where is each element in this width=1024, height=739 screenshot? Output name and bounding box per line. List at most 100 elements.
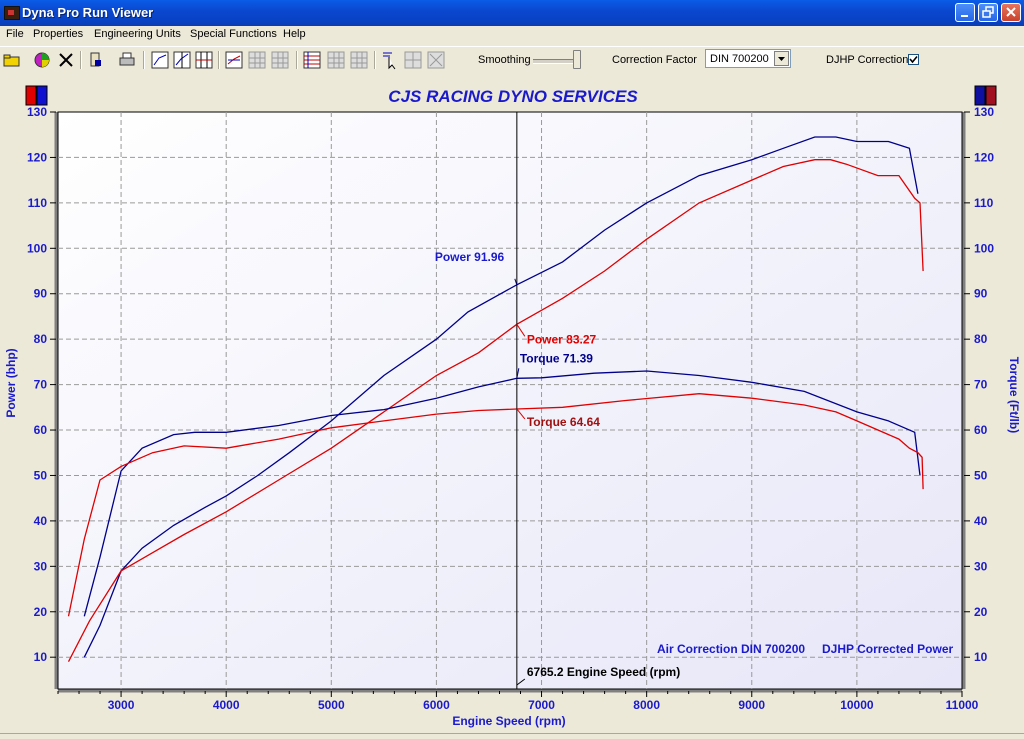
smoothing-slider-track[interactable] (533, 59, 577, 64)
graph-view-1-icon[interactable] (150, 50, 170, 70)
djhp-correction-checkbox[interactable] (908, 54, 919, 65)
menu-bar: File Properties Engineering Units Specia… (0, 26, 1024, 45)
y-right-tick-label: 60 (974, 423, 988, 437)
x-tick-label: 7000 (528, 698, 555, 712)
zoom-grid-icon[interactable] (403, 50, 423, 70)
x-tick-label: 5000 (318, 698, 345, 712)
clipboard-icon[interactable] (86, 50, 106, 70)
menu-file[interactable]: File (6, 28, 24, 40)
y-right-tick-label: 50 (974, 468, 988, 482)
smoothing-label: Smoothing (478, 54, 531, 66)
close-button[interactable] (1001, 3, 1021, 22)
toolbar: Smoothing Correction Factor DJHP Correct… (0, 46, 1024, 76)
restore-icon (982, 6, 994, 18)
menu-special-functions[interactable]: Special Functions (190, 28, 277, 40)
checkmark-icon (909, 55, 918, 64)
menu-properties[interactable]: Properties (33, 28, 84, 40)
series-line-blue_torque (83, 370, 921, 617)
correction-factor-label: Correction Factor (612, 54, 697, 66)
series-line-blue_power (83, 136, 919, 658)
legend-swatch-blue (36, 85, 48, 106)
menu-engineering-units[interactable]: Engineering Units (94, 28, 181, 40)
annotation-blue_power: Power 91.96 (435, 250, 505, 264)
y-right-tick-label: 30 (974, 559, 988, 573)
y-axis-left-label: Power (bhp) (4, 348, 18, 417)
x-tick-label: 6000 (423, 698, 450, 712)
annotation-leader-blue_power (514, 278, 518, 285)
annotation-leader-red_power (516, 324, 526, 337)
graph-view-5-icon[interactable] (247, 50, 267, 70)
legend-swatch-red-right (985, 85, 997, 106)
x-tick-label: 3000 (108, 698, 135, 712)
graph-view-6-icon[interactable] (270, 50, 290, 70)
window-title: Dyna Pro Run Viewer (22, 5, 154, 20)
y-right-tick-label: 130 (974, 105, 994, 119)
y-left-tick-label: 110 (28, 196, 48, 210)
y-right-tick-label: 80 (974, 332, 988, 346)
y-right-tick-label: 100 (974, 241, 994, 255)
y-axis-right-label: Torque (Ft/lb) (1007, 357, 1021, 433)
y-left-tick-label: 100 (27, 241, 47, 255)
menu-help[interactable]: Help (283, 28, 306, 40)
print-icon[interactable] (117, 50, 137, 70)
x-tick-label: 8000 (633, 698, 660, 712)
smoothing-slider-thumb[interactable] (573, 50, 581, 69)
cursor-readout-leader (516, 678, 526, 686)
annotation-red_power: Power 83.27 (527, 332, 597, 346)
open-file-icon[interactable] (2, 50, 22, 70)
restore-button[interactable] (978, 3, 998, 22)
cursor-readout: 6765.2 Engine Speed (rpm) (527, 665, 680, 679)
toolbar-separator (296, 51, 298, 69)
y-right-tick-label: 70 (974, 378, 988, 392)
y-left-tick-label: 90 (34, 287, 48, 301)
zoom-extents-icon[interactable] (426, 50, 446, 70)
toolbar-separator (374, 51, 376, 69)
y-left-tick-label: 120 (27, 150, 47, 164)
y-right-tick-label: 90 (974, 287, 988, 301)
djhp-correction-label: DJHP Correction (826, 54, 909, 66)
y-left-tick-label: 70 (34, 378, 48, 392)
dyno-chart[interactable]: CJS RACING DYNO SERVICES 3000 4000 5000 600… (0, 75, 1024, 733)
graph-view-9-icon[interactable] (349, 50, 369, 70)
chevron-down-icon (778, 57, 785, 61)
graph-view-2-icon[interactable] (172, 50, 192, 70)
close-icon (1006, 7, 1016, 17)
cursor-value-icon[interactable] (380, 50, 400, 70)
series-line-red_power (67, 159, 924, 662)
y-right-tick-label: 20 (974, 605, 988, 619)
x-tick-label: 9000 (738, 698, 765, 712)
y-right-tick-label: 40 (974, 514, 988, 528)
plot-area-background (57, 111, 963, 690)
status-bar (0, 733, 1024, 739)
y-right-tick-label: 10 (974, 650, 988, 664)
graph-view-8-icon[interactable] (326, 50, 346, 70)
djhp-corrected-note: DJHP Corrected Power (822, 642, 953, 656)
delete-icon[interactable] (56, 50, 76, 70)
y-left-tick-label: 20 (34, 605, 48, 619)
graph-view-7-icon[interactable] (302, 50, 322, 70)
annotation-leader-red_torque (516, 408, 526, 420)
title-bar: Dyna Pro Run Viewer (0, 0, 1024, 26)
graph-view-4-icon[interactable] (224, 50, 244, 70)
correction-factor-value: DIN 700200 (710, 53, 769, 65)
x-axis-label: Engine Speed (rpm) (452, 714, 565, 728)
minimize-button[interactable] (955, 3, 975, 22)
annotation-leader-blue_torque (516, 368, 520, 379)
x-tick-label: 10000 (840, 698, 874, 712)
toolbar-separator (80, 51, 82, 69)
color-wheel-icon[interactable] (32, 50, 52, 70)
dropdown-button[interactable] (774, 51, 789, 66)
minimize-icon (961, 15, 968, 17)
toolbar-separator (143, 51, 145, 69)
y-left-tick-label: 80 (34, 332, 48, 346)
y-right-tick-label: 120 (974, 150, 994, 164)
chart-title: CJS RACING DYNO SERVICES (388, 87, 638, 106)
legend-swatch-red (25, 85, 37, 106)
correction-factor-select[interactable]: DIN 700200 (705, 49, 791, 68)
y-left-tick-label: 40 (34, 514, 48, 528)
x-tick-label: 11000 (946, 698, 979, 712)
graph-view-3-icon[interactable] (194, 50, 214, 70)
plot-panel: CJS RACING DYNO SERVICES 3000 4000 5000 600… (0, 75, 1024, 733)
y-left-tick-label: 130 (27, 105, 47, 119)
y-left-tick-label: 10 (34, 650, 48, 664)
